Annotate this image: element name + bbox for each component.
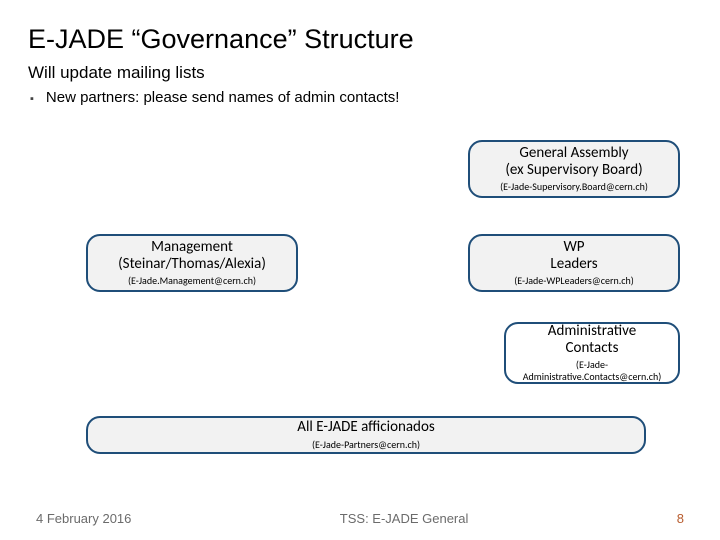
subtitle: Will update mailing lists <box>28 63 692 83</box>
box-afficionados: All E-JADE afficionados (E-Jade-Partners… <box>86 416 646 454</box>
governance-diagram: General Assembly(ex Supervisory Board) (… <box>28 126 692 480</box>
box-title: General Assembly(ex Supervisory Board) <box>505 145 642 180</box>
page-number: 8 <box>677 511 684 526</box>
box-admin-contacts: AdministrativeContacts (E-Jade-Administr… <box>504 322 680 384</box>
box-email: (E-Jade-Supervisory.Board@cern.ch) <box>500 181 648 193</box>
box-title: AdministrativeContacts <box>548 323 636 358</box>
box-email: (E-Jade-Partners@cern.ch) <box>312 439 420 451</box>
bullet-item: ▪ New partners: please send names of adm… <box>30 89 692 109</box>
box-email: (E-Jade-Administrative.Contacts@cern.ch) <box>523 359 662 383</box>
bullet-icon: ▪ <box>30 89 34 109</box>
box-email: (E-Jade.Management@cern.ch) <box>128 275 256 287</box>
box-title: WPLeaders <box>550 239 597 274</box>
page-title: E-JADE “Governance” Structure <box>28 24 692 55</box>
footer-date: 4 February 2016 <box>36 511 131 526</box>
bullet-text: New partners: please send names of admin… <box>46 89 400 106</box>
box-title: All E-JADE afficionados <box>297 419 434 436</box>
box-title: Management(Steinar/Thomas/Alexia) <box>118 239 266 274</box>
footer-center: TSS: E-JADE General <box>340 511 469 526</box>
box-wp-leaders: WPLeaders (E-Jade-WPLeaders@cern.ch) <box>468 234 680 292</box>
box-management: Management(Steinar/Thomas/Alexia) (E-Jad… <box>86 234 298 292</box>
box-email: (E-Jade-WPLeaders@cern.ch) <box>514 275 634 287</box>
footer: 4 February 2016 TSS: E-JADE General 8 <box>0 511 720 526</box>
slide: E-JADE “Governance” Structure Will updat… <box>0 0 720 540</box>
box-general-assembly: General Assembly(ex Supervisory Board) (… <box>468 140 680 198</box>
